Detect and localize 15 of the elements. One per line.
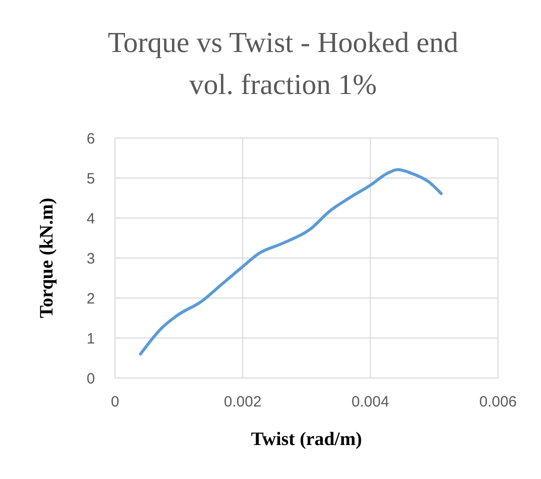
line-series bbox=[139, 168, 443, 356]
y-tick-label: 1 bbox=[86, 330, 95, 348]
x-tick-label: 0.004 bbox=[352, 394, 390, 411]
y-tick-label: 5 bbox=[86, 170, 95, 188]
x-axis-title: Twist (rad/m) bbox=[251, 429, 362, 450]
y-tick-label: 4 bbox=[86, 210, 95, 228]
x-tick-label: 0.006 bbox=[479, 394, 517, 411]
chart-title: Torque vs Twist - Hooked end vol. fraction 1% bbox=[106, 26, 460, 103]
y-tick-label: 6 bbox=[86, 130, 95, 148]
y-tick-label: 0 bbox=[86, 370, 95, 388]
y-tick-label: 3 bbox=[86, 250, 95, 268]
x-tick-label: 0.002 bbox=[224, 394, 262, 411]
y-axis-title: Torque (kN.m) bbox=[36, 198, 58, 318]
y-tick-label: 2 bbox=[86, 290, 95, 308]
x-tick-label: 0 bbox=[110, 394, 120, 411]
